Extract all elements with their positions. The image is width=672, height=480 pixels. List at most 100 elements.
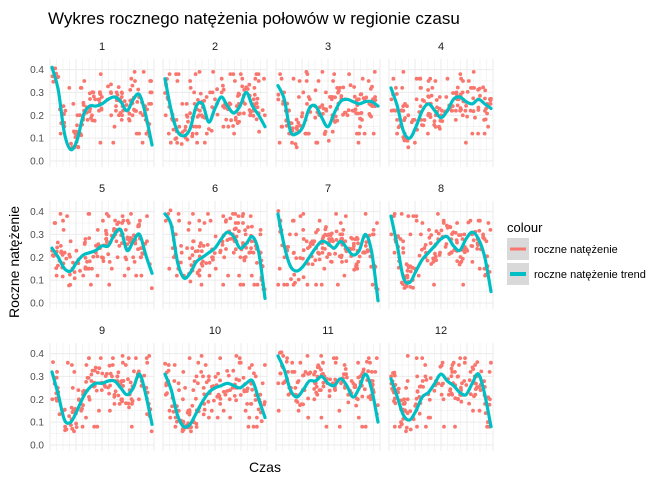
data-point-roczne-natezenie [428,241,433,246]
data-point-roczne-natezenie [401,70,406,74]
data-point-roczne-natezenie [448,388,452,393]
data-point-roczne-natezenie [121,218,126,223]
data-point-roczne-natezenie [444,242,449,246]
data-point-roczne-natezenie [288,232,292,237]
data-point-roczne-natezenie [408,427,413,432]
data-point-roczne-natezenie [204,95,209,99]
data-point-roczne-natezenie [478,388,483,392]
data-point-roczne-natezenie [104,228,108,233]
trend-line-roczne-natezenie-trend [163,212,267,300]
data-point-roczne-natezenie [306,95,311,99]
data-point-roczne-natezenie [324,108,329,113]
data-point-roczne-natezenie [191,388,196,392]
data-point-roczne-natezenie [306,415,311,420]
data-point-roczne-natezenie [304,79,309,83]
data-point-roczne-natezenie [352,267,357,272]
data-point-roczne-natezenie [112,227,116,231]
data-point-roczne-natezenie [201,374,205,379]
data-point-roczne-natezenie [74,421,78,426]
data-point-roczne-natezenie [301,275,306,280]
data-point-roczne-natezenie [242,111,246,116]
data-point-roczne-natezenie [80,424,85,429]
data-point-roczne-natezenie [179,260,183,265]
data-point-roczne-natezenie [328,377,332,382]
data-point-roczne-natezenie [314,140,319,145]
data-point-roczne-natezenie [221,214,226,219]
data-point-roczne-natezenie [249,239,254,244]
data-point-roczne-natezenie [252,371,256,376]
data-point-roczne-natezenie [240,76,245,81]
data-point-roczne-natezenie [186,228,191,232]
data-point-roczne-natezenie [469,86,473,90]
data-point-roczne-natezenie [61,104,66,108]
data-point-roczne-natezenie [396,125,401,130]
data-point-roczne-natezenie [54,273,59,278]
data-point-roczne-natezenie [310,262,315,267]
data-point-roczne-natezenie [75,123,79,128]
data-point-roczne-natezenie [356,375,361,380]
data-point-roczne-natezenie [70,386,75,390]
data-point-roczne-natezenie [242,88,247,92]
data-point-roczne-natezenie [101,218,105,223]
data-point-roczne-natezenie [211,70,216,74]
data-point-roczne-natezenie [276,209,281,213]
data-point-roczne-natezenie [116,85,121,89]
data-point-roczne-natezenie [341,85,346,90]
data-point-roczne-natezenie [255,424,259,429]
data-point-roczne-natezenie [69,141,73,146]
facet-strip-label: 4 [438,41,444,53]
data-point-roczne-natezenie [307,371,312,376]
trend-line-roczne-natezenie-trend [50,370,154,426]
data-point-roczne-natezenie [457,262,462,267]
data-point-roczne-natezenie [391,108,396,113]
trend-line-roczne-natezenie-trend [389,86,493,140]
data-point-roczne-natezenie [121,384,125,388]
data-point-roczne-natezenie [134,131,139,136]
data-point-roczne-natezenie [218,378,223,383]
data-point-roczne-natezenie [417,253,422,258]
data-point-roczne-natezenie [247,366,252,370]
data-point-roczne-natezenie [436,212,440,216]
data-point-roczne-natezenie [99,255,104,260]
data-point-roczne-natezenie [81,389,85,394]
data-point-roczne-natezenie [231,72,236,76]
data-point-roczne-natezenie [357,254,362,259]
y-tick-label: 0.1 [30,418,44,429]
data-point-roczne-natezenie [256,79,261,83]
data-point-roczne-natezenie [221,408,226,413]
data-point-roczne-natezenie [474,381,478,386]
data-point-roczne-natezenie [320,70,325,74]
data-point-roczne-natezenie [131,255,136,260]
data-point-roczne-natezenie [197,218,202,223]
data-point-roczne-natezenie [70,363,74,367]
data-point-roczne-natezenie [464,104,468,108]
data-point-roczne-natezenie [333,360,338,365]
data-point-roczne-natezenie [190,246,195,251]
data-point-roczne-natezenie [401,239,405,244]
data-point-roczne-natezenie [276,92,281,97]
data-point-roczne-natezenie [411,214,416,219]
data-point-roczne-natezenie [132,260,137,264]
data-point-roczne-natezenie [233,118,238,122]
data-point-roczne-natezenie [105,239,109,244]
data-point-roczne-natezenie [463,356,467,360]
data-point-roczne-natezenie [237,229,241,234]
data-point-roczne-natezenie [55,370,59,374]
data-point-roczne-natezenie [278,72,282,76]
data-point-roczne-natezenie [414,356,419,360]
data-point-roczne-natezenie [199,113,204,118]
data-point-roczne-natezenie [356,97,360,102]
data-point-roczne-natezenie [207,260,212,265]
y-tick-label: 0.1 [30,134,44,145]
data-point-roczne-natezenie [126,377,130,382]
data-point-roczne-natezenie [174,72,179,76]
data-point-roczne-natezenie [174,118,179,122]
data-point-roczne-natezenie [215,112,220,117]
trend-line-roczne-natezenie-trend [50,65,154,152]
data-point-roczne-natezenie [352,94,357,99]
facet-panel-8: 8 [388,183,494,309]
data-point-roczne-natezenie [428,376,433,380]
data-point-roczne-natezenie [177,218,182,223]
data-point-roczne-natezenie [417,411,422,416]
data-point-roczne-natezenie [482,131,487,136]
